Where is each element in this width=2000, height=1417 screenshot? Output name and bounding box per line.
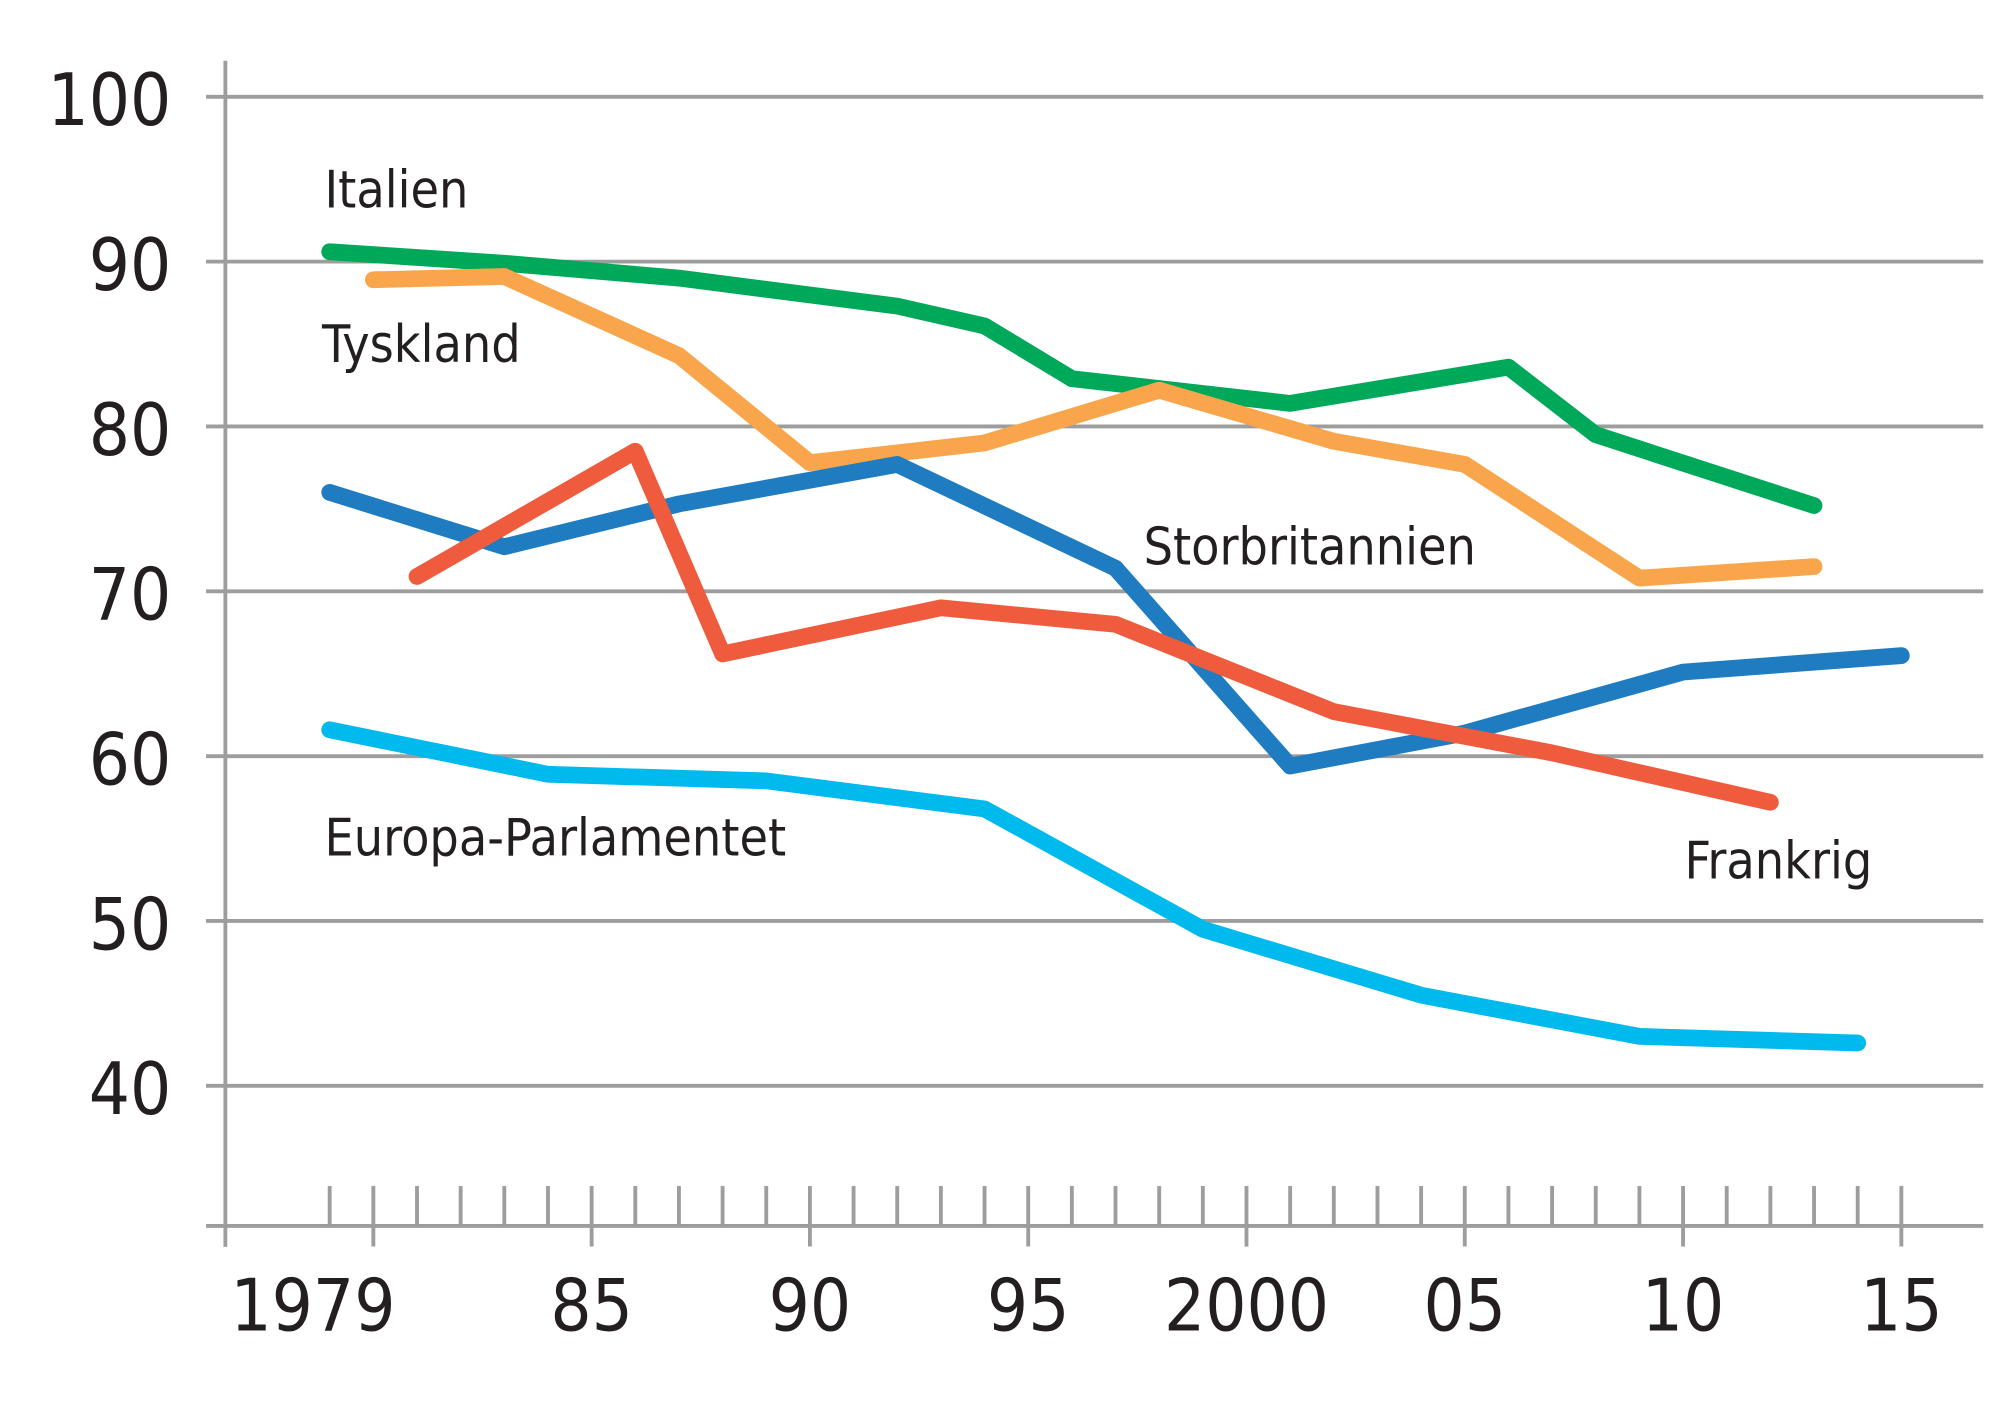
y-tick-label: 100 [47,59,171,143]
x-tick-label: 85 [550,1265,633,1349]
series-line-europa-parlamentet [321,721,1867,1052]
x-tick-label: 10 [1642,1265,1725,1349]
series-label-tyskland: Tyskland [321,315,521,375]
y-tick-label: 40 [89,1048,172,1132]
series-label-italien: Italien [325,161,469,221]
x-tick-label: 2000 [1164,1265,1329,1349]
series-label-frankrig: Frankrig [1684,831,1872,891]
y-tick-label: 90 [89,224,172,308]
x-tick-label: 15 [1860,1265,1943,1349]
y-tick-label: 50 [89,883,172,967]
y-tick-label: 60 [89,718,172,802]
series-label-europa-parlamentet: Europa-Parlamentet [325,808,787,868]
series-line-italien [321,243,1823,514]
x-tick-label: 05 [1424,1265,1507,1349]
x-tick-label: 90 [769,1265,852,1349]
y-tick-label: 70 [89,554,172,638]
series-line-tyskland [364,268,1823,587]
series-line-frankrig [408,442,1779,811]
series-line-storbritannien [321,456,1910,775]
y-tick-label: 80 [89,389,172,473]
x-tick-label: 1979 [230,1265,395,1349]
x-tick-label: 95 [987,1265,1070,1349]
series-label-storbritannien: Storbritannien [1144,517,1476,577]
